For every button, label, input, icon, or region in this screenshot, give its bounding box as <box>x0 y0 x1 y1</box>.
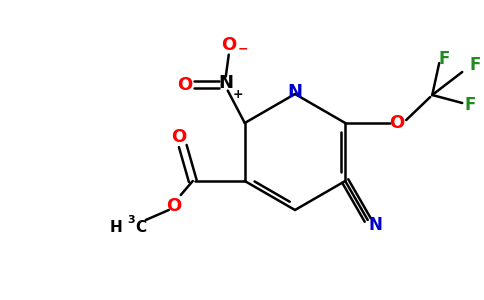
Text: O: O <box>390 114 405 132</box>
Text: N: N <box>218 74 233 92</box>
Text: O: O <box>177 76 193 94</box>
Text: F: F <box>469 56 481 74</box>
Text: C: C <box>135 220 146 236</box>
Text: F: F <box>465 96 476 114</box>
Text: O: O <box>166 197 182 215</box>
Text: O: O <box>221 36 236 54</box>
Text: N: N <box>287 83 302 101</box>
Text: +: + <box>232 88 243 101</box>
Text: H: H <box>110 220 123 236</box>
Text: F: F <box>439 50 450 68</box>
Text: O: O <box>171 128 186 146</box>
Text: 3: 3 <box>127 215 135 225</box>
Text: −: − <box>238 42 248 55</box>
Text: N: N <box>369 216 383 234</box>
